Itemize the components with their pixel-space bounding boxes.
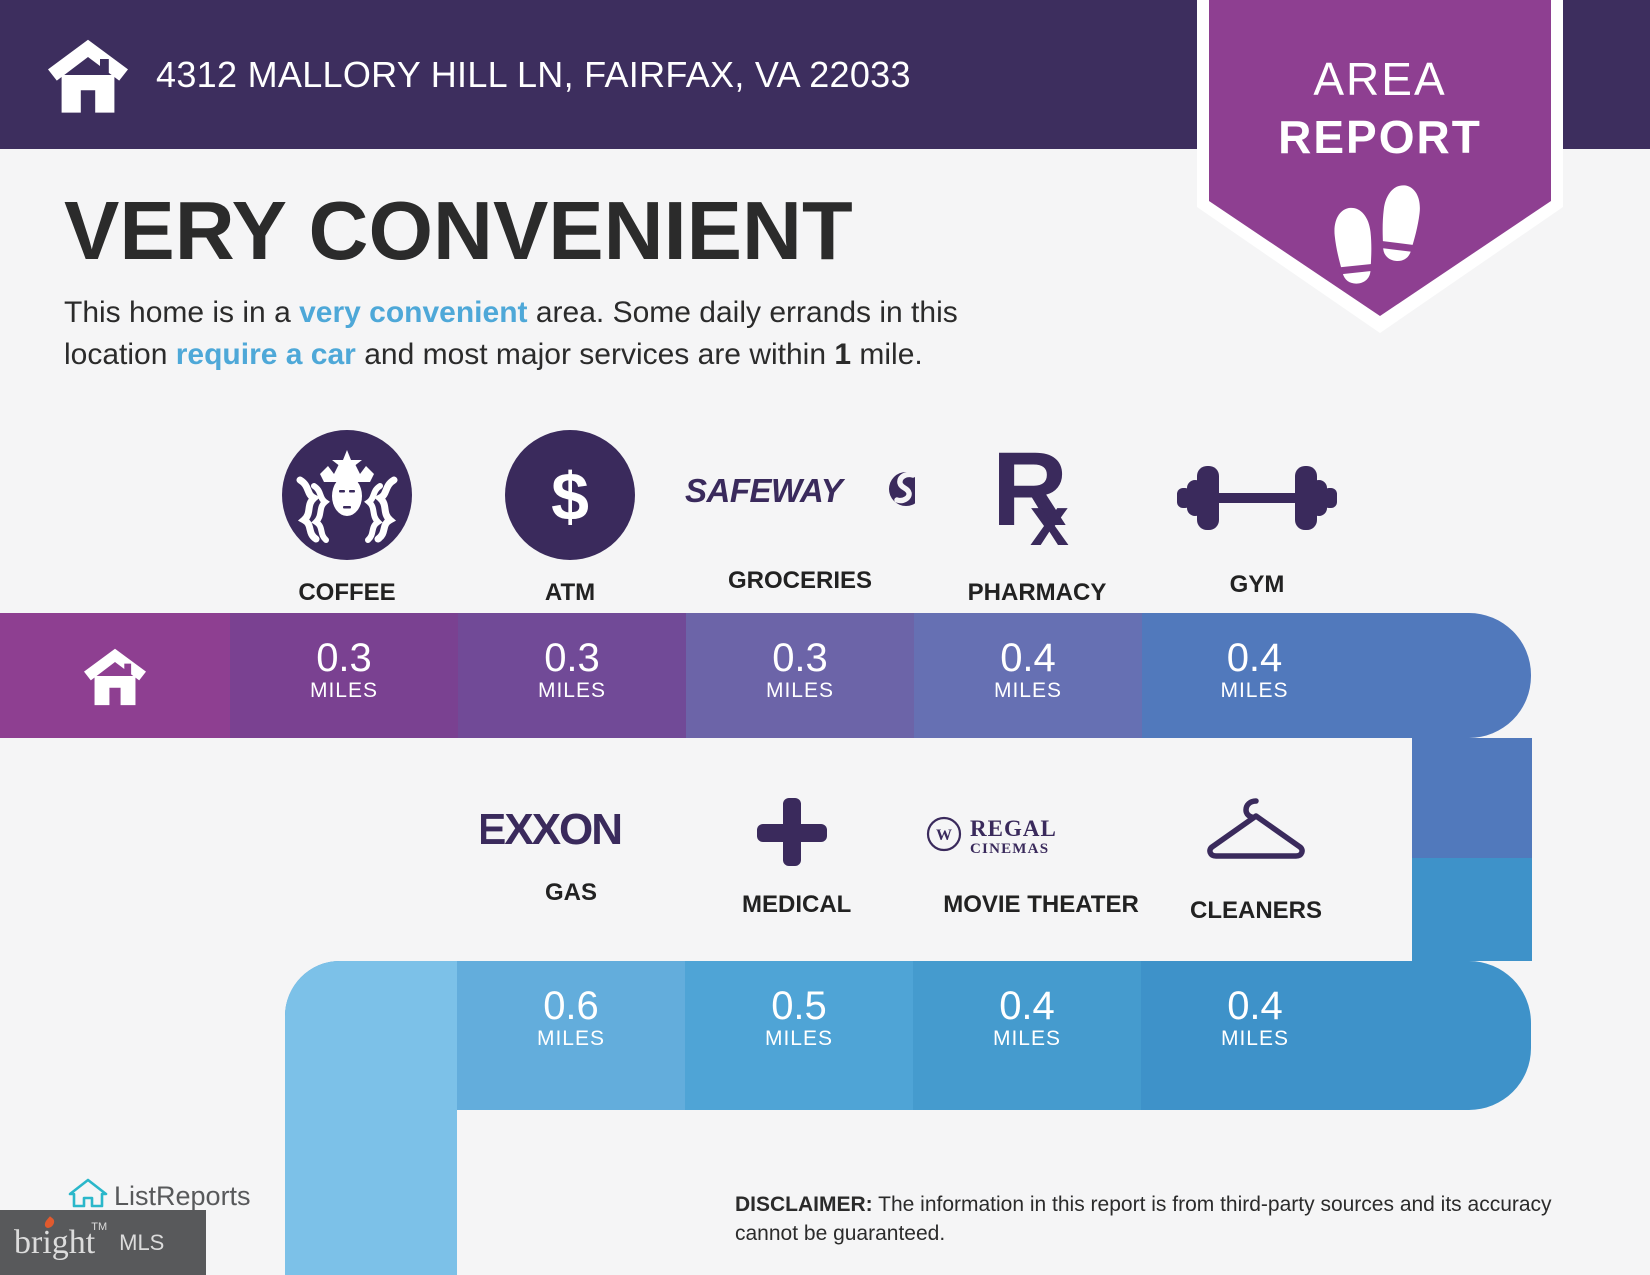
svg-text:CINEMAS: CINEMAS xyxy=(970,841,1049,857)
svg-text:REGAL: REGAL xyxy=(970,816,1057,841)
svg-text:W: W xyxy=(936,827,952,844)
svg-text:ListReports: ListReports xyxy=(114,1181,251,1211)
svg-text:EXXON: EXXON xyxy=(481,805,621,854)
